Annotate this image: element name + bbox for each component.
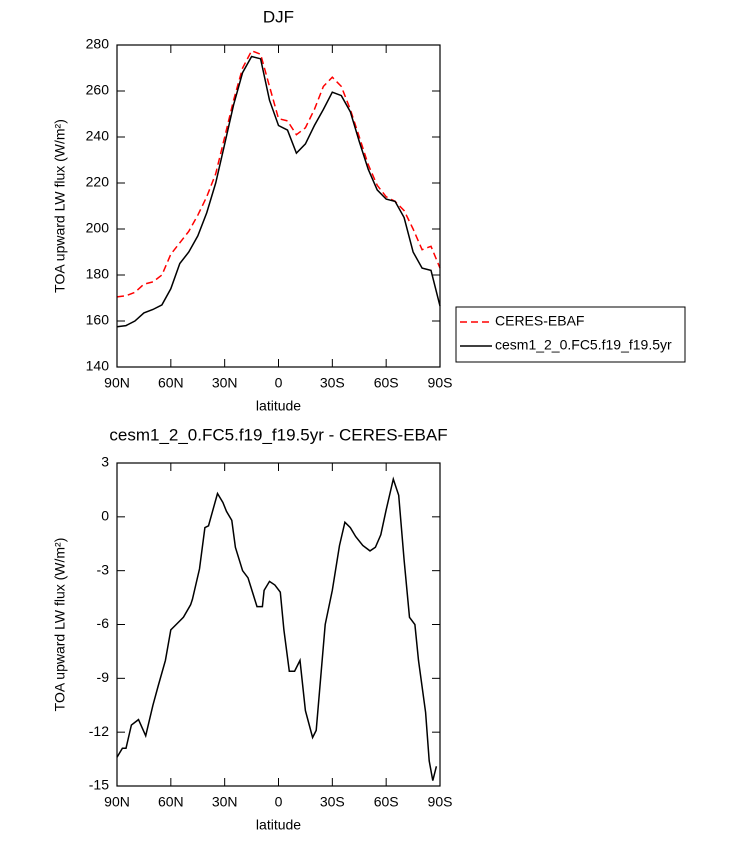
x-tick-label: 30N [212, 375, 238, 391]
x-axis-label: latitude [256, 398, 301, 414]
y-tick-label: -6 [97, 615, 110, 631]
data-line [116, 49, 441, 298]
y-axis-label: TOA upward LW flux (W/m²) [52, 538, 68, 712]
x-tick-label: 60N [158, 794, 184, 810]
data-line [116, 55, 441, 328]
data-line [116, 476, 438, 781]
x-tick-label: 90S [428, 375, 453, 391]
chart-title: DJF [263, 7, 294, 26]
chart-title: cesm1_2_0.FC5.f19_f19.5yr - CERES-EBAF [109, 425, 447, 444]
y-tick-label: 140 [86, 358, 110, 374]
y-tick-label: 180 [86, 266, 110, 282]
x-tick-label: 30S [320, 375, 345, 391]
x-tick-label: 60N [158, 375, 184, 391]
plot-frame [116, 462, 441, 787]
y-axis-label: TOA upward LW flux (W/m²) [52, 119, 68, 293]
y-tick-label: 160 [86, 312, 110, 328]
y-tick-label: -15 [89, 777, 109, 793]
y-tick-label: 280 [86, 36, 110, 52]
y-tick-label: -12 [89, 723, 109, 739]
y-tick-label: -9 [97, 669, 110, 685]
x-tick-label: 60S [374, 375, 399, 391]
x-tick-label: 0 [275, 375, 283, 391]
y-tick-label: 260 [86, 82, 110, 98]
x-tick-label: 30S [320, 794, 345, 810]
y-tick-label: 0 [101, 508, 109, 524]
x-tick-label: 0 [275, 794, 283, 810]
y-tick-label: -3 [97, 561, 110, 577]
y-tick-label: 200 [86, 220, 110, 236]
x-tick-label: 90N [104, 794, 130, 810]
y-tick-label: 220 [86, 174, 110, 190]
x-tick-label: 60S [374, 794, 399, 810]
legend-box [455, 306, 686, 363]
y-tick-label: 240 [86, 128, 110, 144]
y-tick-label: 3 [101, 454, 109, 470]
x-tick-label: 90N [104, 375, 130, 391]
x-tick-label: 90S [428, 794, 453, 810]
legend-label: cesm1_2_0.FC5.f19_f19.5yr [495, 337, 672, 353]
x-tick-label: 30N [212, 794, 238, 810]
legend-label: CERES-EBAF [495, 313, 584, 329]
x-axis-label: latitude [256, 817, 301, 833]
plot-frame [116, 44, 441, 368]
